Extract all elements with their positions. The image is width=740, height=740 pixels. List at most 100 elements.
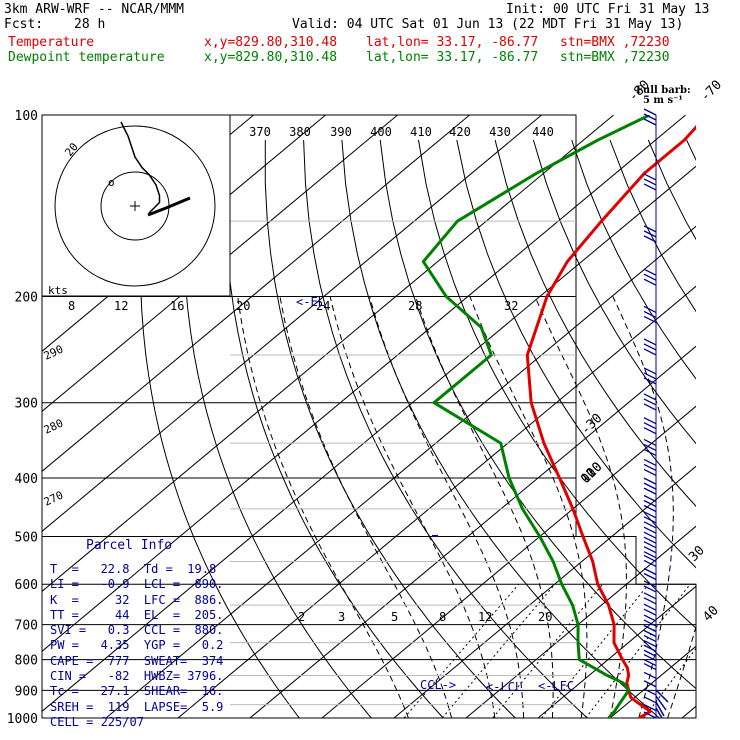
isotherm--80 [42,115,614,592]
speed-label-16: 16 [170,299,184,313]
pressure-label-800: 800 [15,654,38,669]
lfc-label: <-LFC [538,679,574,693]
mixing-ratio-label-3: 3 [338,610,345,624]
dry-adiabat-320 [418,139,696,629]
wind-barb [643,338,657,356]
wind-barb [643,173,657,191]
speed-label-24: 24 [316,299,330,313]
ccl-label: CCL-> [420,678,456,692]
parcel-info-rows: T = 22.8 Td = 19.8 LI = -0.9 LCL = 890. K … [50,562,223,730]
dewpoint-legend: Dewpoint temperature [8,50,165,65]
isotherm-0 [465,525,696,718]
hodograph-low-level [147,196,191,217]
pressure-label-700: 700 [15,619,38,634]
parcel-info-row: CELL = 225/07 [50,714,144,729]
theta-label-410: 410 [410,125,432,139]
wind-barb [643,688,657,696]
wind-barb [643,603,657,616]
pressure-label-1000: 1000 [7,712,38,727]
wind-barb [643,711,657,719]
hodograph-units: kts [48,284,68,297]
parcel-info-row: CAPE = 777 SWEAT= 374 [50,653,224,668]
theta-left-label-270: 270 [42,489,66,509]
parcel-info-panel: Parcel Info T = 22.8 Td = 19.8 LI = -0.9 … [46,538,236,729]
valid-time: Valid: 04 UTC Sat 01 Jun 13 (22 MDT Fri … [292,17,684,32]
temperature-legend: Temperature [8,35,95,50]
wind-barb [643,458,657,477]
dry-adiabat-400 [725,140,740,731]
wind-barb [643,663,657,671]
pressure-axis: 100 200 300 400 500 600 700 800 900 1000 [7,109,38,727]
isotherm--100 [42,115,470,472]
wind-barb [643,494,657,513]
wind-barb [643,526,657,544]
pressure-label-200: 200 [15,291,38,306]
pressure-label-400: 400 [15,472,38,487]
isotherm--40 [177,285,696,718]
dry-adiabat-380 [647,139,696,241]
isotherm-30 [681,705,696,718]
wind-barb [643,614,657,627]
temperature-xy: x,y=829.80,310.48 [204,35,338,50]
model-title: 3km ARW-WRF -- NCAR/MMM [4,2,185,17]
forecast-label: Fcst: [4,17,44,32]
dry-adiabat-360 [571,139,696,380]
dry-adiabat-350 [532,139,696,445]
dry-adiabat-260 [183,139,372,718]
wind-barb [643,477,657,495]
lcl-label: <-LCL [486,680,522,694]
dewpoint-latlon: lat,lon= 33.17, -86.77 [366,50,539,65]
wind-barb [643,680,657,688]
parcel-info-row: T = 22.8 Td = 19.8 [50,562,217,576]
temperature-latlon: lat,lon= 33.17, -86.77 [366,35,539,50]
dry-adiabat-310 [379,139,696,690]
dry-adiabat-330 [456,139,696,569]
speed-label-12: 12 [114,299,128,313]
moist-adiabat-20 [534,296,627,718]
forecast-hour: 28 h [74,17,106,32]
wind-barb [643,696,657,704]
wind-barb [643,580,657,593]
dry-adiabat-270 [224,139,444,718]
mixing-ratio-2 [403,583,520,718]
wind-barb [643,305,657,323]
isotherm--20 [321,405,696,718]
pressure-label-300: 300 [15,397,38,412]
mixing-ratio-5 [492,583,603,718]
theta-label-390: 390 [330,125,352,139]
isotherm-label--70: -70 [698,78,725,105]
isotherm--60 [42,165,696,712]
speed-label-20: 20 [236,299,250,313]
isotherm--90 [42,115,542,532]
parcel-info-row: TT = 44 EL = 205. [50,607,224,622]
wind-barb [643,511,657,529]
temperature-station: stn=BMX ,72230 [560,35,670,50]
mixing-ratio-8 [541,583,650,718]
dry-adiabat-290 [303,139,589,718]
wind-barb [643,567,657,581]
wind-barb [643,225,657,243]
hodograph-marker: o [108,176,115,189]
parcel-info-row: K = 32 LFC = 886. [50,592,224,607]
theta-left-label-280: 280 [42,417,66,437]
theta-left-label-290: 290 [42,343,66,363]
parcel-info-row: LI = -0.9 LCL = 890. [50,577,224,592]
isotherm--110 [42,115,398,412]
theta-label-440: 440 [532,125,554,139]
moist-adiabat-28 [667,624,696,718]
mixing-ratio-label-2: 2 [298,610,305,624]
isotherm--50 [105,225,696,718]
mixing-ratio-label-20: 20 [538,610,552,624]
wind-barb [643,624,657,638]
el-label: <-EL [296,295,325,309]
wind-barb [643,644,657,657]
pressure-label-100: 100 [15,109,38,124]
dry-adiabat-340 [494,139,696,507]
parcel-info-row: Tc = 27.1 SHEAR= 16. [50,684,224,699]
isotherm--70 [42,115,686,652]
dewpoint-trace [421,115,651,718]
moist-adiabat--2 [279,296,453,718]
speed-label-28: 28 [408,299,422,313]
mixing-ratio-label-12: 12 [478,610,492,624]
